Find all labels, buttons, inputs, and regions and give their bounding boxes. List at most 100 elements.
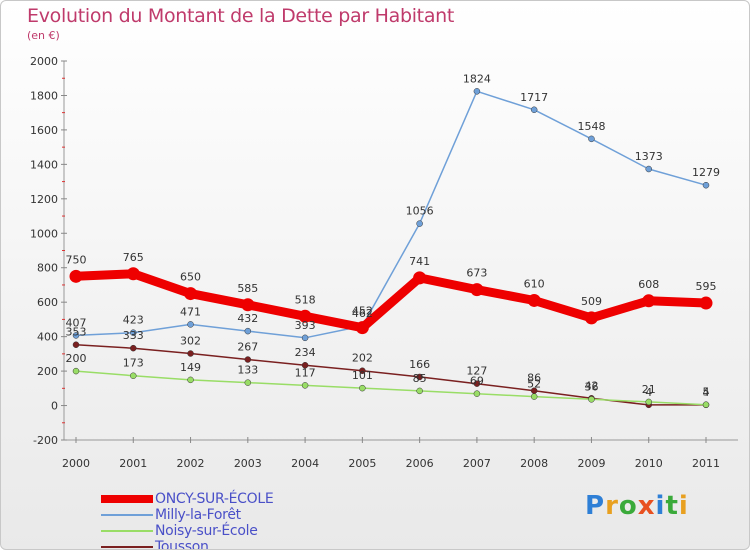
legend-item-tousson: Tousson [101, 539, 209, 550]
data-label: 52 [527, 378, 541, 391]
logo-letter: x [637, 491, 656, 521]
data-label: 4 [703, 386, 710, 399]
data-label: 149 [180, 361, 201, 374]
data-label: 353 [66, 326, 87, 339]
data-label: 741 [409, 255, 430, 268]
data-label: 595 [696, 280, 717, 293]
x-tick-label: 2011 [692, 457, 720, 470]
data-label: 86 [527, 372, 541, 385]
x-tick-label: 2010 [635, 457, 663, 470]
data-label: 133 [237, 364, 258, 377]
data-point [416, 220, 423, 227]
data-point [187, 376, 194, 384]
data-label: 608 [638, 278, 659, 291]
data-point [530, 106, 538, 114]
legend-label: Noisy-sur-École [155, 523, 258, 539]
data-point [588, 396, 595, 403]
data-point [130, 372, 137, 379]
data-label: 36 [584, 380, 598, 393]
data-point [588, 135, 595, 143]
data-label: 101 [352, 369, 373, 382]
data-label: 1279 [692, 166, 720, 179]
data-point [527, 293, 541, 307]
y-tick-label: 600 [37, 296, 58, 309]
data-point [69, 269, 83, 283]
data-point [72, 367, 80, 375]
data-point [187, 350, 194, 357]
data-point [413, 271, 427, 285]
x-tick-label: 2006 [406, 457, 434, 470]
data-point [473, 380, 481, 387]
data-point [530, 393, 538, 400]
x-tick-label: 2008 [520, 457, 548, 470]
chart-title: Evolution du Montant de la Dette par Hab… [27, 5, 455, 27]
proxiti-logo: Proxiti [585, 491, 689, 521]
y-tick-label: 0 [51, 400, 58, 413]
x-tick-label: 2004 [291, 457, 319, 470]
data-label: 452 [352, 305, 373, 318]
data-point [130, 329, 137, 336]
data-label: 333 [123, 329, 144, 342]
data-point [184, 287, 198, 301]
data-label: 4 [645, 386, 652, 399]
logo-letter: P [585, 491, 606, 521]
x-tick-label: 2003 [234, 457, 262, 470]
data-point [301, 382, 309, 389]
data-point [241, 298, 255, 312]
logo-letter: o [618, 491, 638, 521]
x-tick-label: 2002 [177, 457, 205, 470]
logo-letter: i [678, 491, 689, 521]
data-point [244, 379, 252, 386]
data-label: 234 [295, 346, 316, 359]
y-tick-label: 1000 [30, 227, 58, 240]
data-label: 5 [703, 386, 710, 399]
x-tick-label: 2005 [348, 457, 376, 470]
data-point [126, 267, 140, 281]
data-label: 509 [581, 295, 602, 308]
logo-letter: r [605, 491, 619, 521]
data-point [301, 334, 309, 342]
data-point [473, 88, 481, 95]
data-label: 200 [66, 352, 87, 365]
legend-swatch [101, 546, 153, 548]
data-point [416, 387, 423, 395]
data-label: 585 [237, 282, 258, 295]
series-line [71, 269, 711, 333]
data-label: 423 [123, 314, 144, 327]
logo-letter: t [665, 491, 679, 521]
x-tick-label: 2009 [577, 457, 605, 470]
data-label: 117 [295, 366, 316, 379]
legend-label: Tousson [155, 539, 209, 550]
data-point [645, 165, 652, 173]
data-label: 267 [237, 341, 258, 354]
data-point [72, 332, 80, 339]
legend-label: Milly-la-Forêt [155, 507, 241, 523]
data-label: 69 [470, 375, 484, 388]
y-tick-label: 400 [37, 331, 58, 344]
data-label: 302 [180, 335, 201, 348]
chart-subtitle: (en €) [27, 29, 60, 42]
x-tick-label: 2000 [62, 457, 90, 470]
data-point [187, 321, 194, 328]
legend-swatch [101, 514, 153, 516]
y-tick-label: 800 [37, 262, 58, 275]
data-label: 1824 [463, 72, 491, 85]
data-point [642, 294, 656, 308]
data-label: 407 [66, 316, 87, 329]
data-label: 202 [352, 352, 373, 365]
data-point [359, 367, 366, 374]
data-label: 471 [180, 305, 201, 318]
data-label: 462 [352, 307, 373, 320]
data-point [244, 327, 252, 335]
legend-item-oncy: ONCY-SUR-ÉCOLE [101, 491, 274, 507]
data-label: 432 [237, 312, 258, 325]
data-label: 518 [295, 293, 316, 306]
data-label: 1373 [635, 150, 663, 163]
data-point [72, 341, 80, 348]
data-point [645, 398, 652, 406]
data-label: 610 [524, 277, 545, 290]
x-tick-label: 2001 [119, 457, 147, 470]
y-tick-label: 1400 [30, 158, 58, 171]
